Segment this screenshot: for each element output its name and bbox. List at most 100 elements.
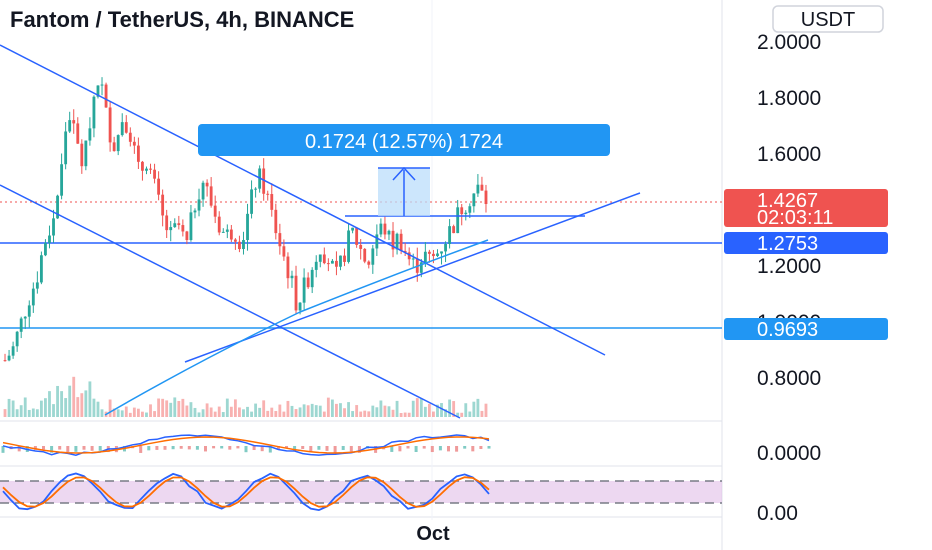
candle-body bbox=[314, 261, 318, 270]
last-price-value: 1.4267 bbox=[757, 190, 818, 212]
candle-body bbox=[391, 230, 395, 250]
measure-label-box[interactable] bbox=[198, 124, 610, 156]
ascending-trendline[interactable] bbox=[184, 192, 641, 363]
candle-body bbox=[64, 131, 68, 165]
volume-bar bbox=[286, 400, 290, 417]
macd-histogram-bar bbox=[220, 446, 224, 449]
candle-body bbox=[407, 252, 411, 260]
candle-body bbox=[399, 233, 403, 251]
volume-bar bbox=[88, 381, 92, 417]
candle-body bbox=[335, 260, 338, 267]
candle-body bbox=[104, 84, 108, 108]
volume-bar bbox=[258, 407, 262, 417]
candle-body bbox=[153, 169, 156, 179]
stoch-bottom-label: 0.00 bbox=[757, 502, 798, 525]
volume-bar bbox=[213, 411, 217, 417]
candle-body bbox=[254, 188, 258, 190]
volume-bar bbox=[201, 409, 205, 417]
volume-bar bbox=[290, 405, 294, 417]
candle-body bbox=[213, 205, 217, 217]
macd-histogram-bar bbox=[204, 446, 207, 452]
volume-bar bbox=[225, 398, 229, 417]
candle-body bbox=[395, 233, 399, 250]
volume-bar bbox=[27, 409, 31, 417]
macd-histogram-bar bbox=[333, 446, 337, 453]
volume-bar bbox=[72, 376, 76, 417]
volume-bar bbox=[68, 385, 72, 417]
candle-body bbox=[444, 244, 447, 252]
candle-body bbox=[464, 212, 468, 215]
volume-bar bbox=[124, 406, 128, 417]
macd-histogram-bar bbox=[17, 446, 21, 452]
macd-histogram-bar bbox=[244, 446, 248, 453]
channel-lower-trendline[interactable] bbox=[0, 184, 461, 419]
volume-bar bbox=[165, 400, 169, 417]
candle-body bbox=[132, 141, 136, 146]
candle-body bbox=[27, 305, 31, 317]
channel-upper-trendline[interactable] bbox=[0, 44, 606, 356]
macd-histogram-bar bbox=[390, 446, 394, 452]
volume-bar bbox=[318, 405, 322, 417]
volume-bar bbox=[169, 402, 173, 417]
y-tick-label: 1.2000 bbox=[757, 255, 821, 278]
macd-histogram-bar bbox=[325, 446, 329, 451]
volume-bar bbox=[197, 412, 201, 417]
macd-histogram-bar bbox=[139, 446, 143, 453]
candle-body bbox=[480, 184, 484, 191]
currency-button[interactable] bbox=[772, 5, 884, 33]
candle-body bbox=[274, 209, 278, 234]
volume-bar bbox=[355, 405, 359, 417]
volume-bar bbox=[298, 407, 302, 417]
volume-bar bbox=[322, 411, 326, 417]
volume-bar bbox=[314, 405, 318, 417]
volume-bar bbox=[375, 407, 379, 417]
macd-histogram-bar bbox=[90, 446, 94, 451]
volume-bar bbox=[177, 400, 181, 417]
volume-bar bbox=[19, 405, 23, 417]
macd-histogram-bar bbox=[471, 446, 475, 452]
candle-body bbox=[440, 251, 443, 254]
candle-body bbox=[161, 194, 165, 216]
volume-bar bbox=[173, 397, 177, 417]
last-price-tag[interactable] bbox=[724, 189, 888, 227]
volume-bar bbox=[96, 401, 100, 417]
resistance-price-tag[interactable] bbox=[724, 232, 888, 254]
macd-histogram-bar bbox=[260, 446, 264, 452]
candle-body bbox=[298, 302, 302, 311]
candle-body bbox=[225, 229, 229, 232]
macd-histogram-bar bbox=[98, 446, 102, 451]
volume-bar bbox=[359, 411, 363, 417]
candle-body bbox=[233, 239, 237, 242]
volume-bar bbox=[476, 398, 480, 417]
volume-bar bbox=[233, 399, 237, 417]
bar-countdown: 02:03:11 bbox=[757, 207, 833, 229]
candle-body bbox=[282, 246, 286, 257]
macd-histogram-bar bbox=[317, 446, 321, 450]
volume-bar bbox=[238, 407, 241, 417]
macd-histogram-bar bbox=[33, 446, 37, 450]
volume-bar bbox=[92, 398, 96, 417]
volume-bar bbox=[181, 398, 185, 417]
candle-body bbox=[217, 216, 221, 233]
volume-bar bbox=[278, 404, 282, 417]
support-price-tag[interactable] bbox=[724, 318, 888, 340]
candle-body bbox=[302, 277, 306, 303]
volume-bar bbox=[407, 412, 411, 417]
volume-bar bbox=[335, 403, 338, 417]
volume-bar bbox=[460, 412, 464, 417]
volume-bar bbox=[484, 403, 488, 417]
volume-bar bbox=[157, 398, 161, 417]
volume-bar bbox=[39, 400, 43, 417]
macd-histogram-bar bbox=[293, 446, 297, 452]
candle-body bbox=[124, 122, 128, 133]
candle-body bbox=[92, 96, 96, 129]
candle-body bbox=[173, 223, 177, 228]
volume-bar bbox=[274, 411, 278, 417]
macd-histogram-bar bbox=[58, 446, 62, 450]
ascending-curve[interactable] bbox=[104, 239, 489, 416]
candle-body bbox=[136, 145, 140, 162]
candle-body bbox=[476, 184, 480, 194]
volume-bar bbox=[468, 411, 472, 417]
candle-body bbox=[108, 107, 112, 143]
